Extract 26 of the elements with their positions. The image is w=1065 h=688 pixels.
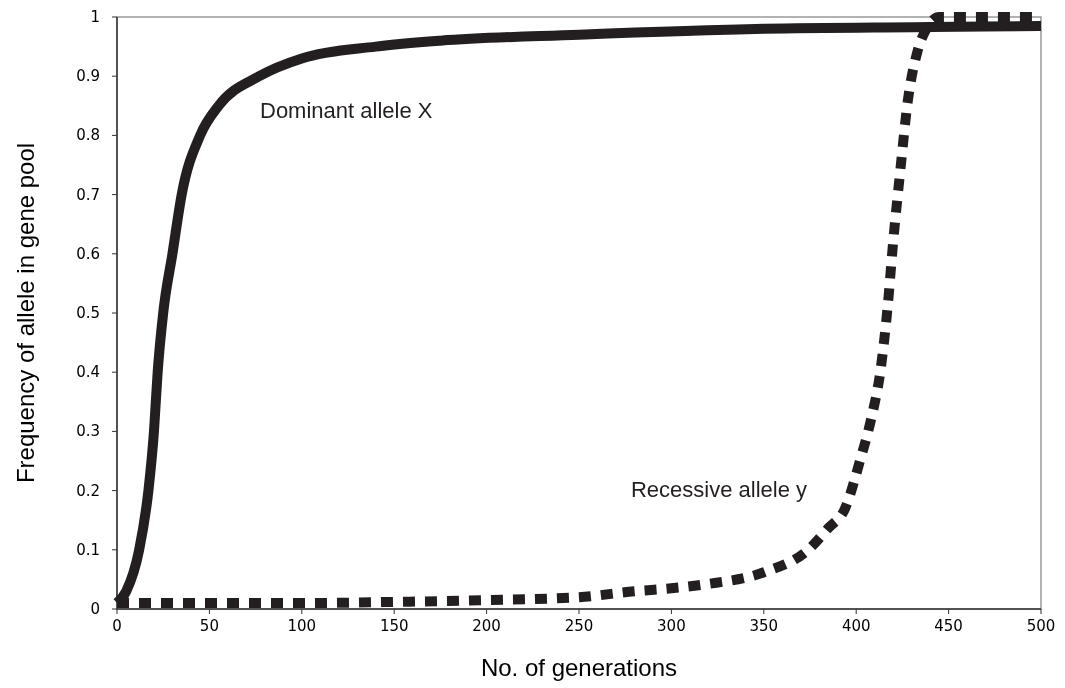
y-tick-label: 0 bbox=[90, 600, 100, 618]
y-tick-label: 0.4 bbox=[76, 363, 100, 382]
y-tick-label: 0.1 bbox=[76, 540, 100, 559]
x-tick-label: 100 bbox=[287, 617, 317, 635]
x-tick-label: 500 bbox=[1026, 617, 1056, 635]
x-tick-label: 400 bbox=[841, 617, 871, 635]
series-label: Recessive allele y bbox=[630, 477, 807, 502]
y-tick-label: 0.6 bbox=[76, 244, 100, 263]
x-tick-label: 150 bbox=[379, 617, 409, 635]
x-tick-label: 0 bbox=[112, 617, 122, 635]
y-tick-label: 0.3 bbox=[76, 422, 100, 441]
series-label: Dominant allele X bbox=[260, 98, 433, 123]
x-tick-label: 350 bbox=[749, 617, 779, 635]
y-tick-label: 1 bbox=[90, 8, 100, 26]
x-tick-label: 300 bbox=[657, 617, 686, 635]
y-tick-label: 0.5 bbox=[76, 304, 100, 322]
x-tick-label: 200 bbox=[472, 617, 501, 635]
x-axis-title: No. of generations bbox=[480, 654, 678, 681]
y-tick-label: 0.9 bbox=[76, 67, 100, 86]
y-tick-label: 0.7 bbox=[76, 185, 100, 204]
x-tick-label: 450 bbox=[934, 617, 963, 635]
x-tick-label: 250 bbox=[564, 617, 594, 635]
y-axis-title: Frequency of allele in gene pool bbox=[12, 142, 39, 484]
y-tick-label: 0.8 bbox=[76, 126, 100, 145]
y-tick-label: 0.2 bbox=[76, 481, 100, 500]
x-tick-label: 50 bbox=[199, 617, 219, 635]
